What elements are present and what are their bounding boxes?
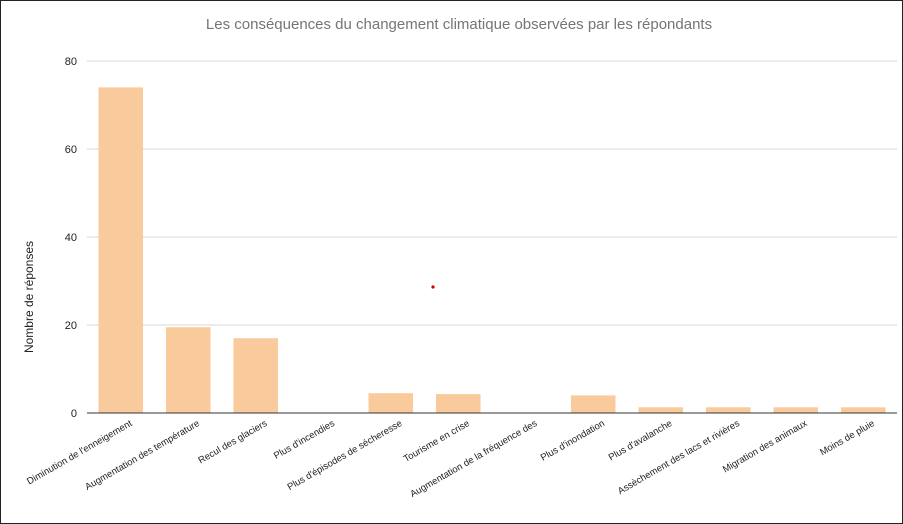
bars <box>98 87 886 414</box>
x-tick-label: Augmentation de la fréquence des <box>408 418 539 500</box>
x-axis-labels: Diminution de l'enneigementAugmentation … <box>25 418 877 500</box>
bar <box>368 393 414 413</box>
bar <box>705 407 751 413</box>
y-axis-ticks: 0 20 40 60 80 <box>65 56 77 420</box>
x-tick-label: Plus d'inondation <box>539 418 607 464</box>
x-tick-label: Diminution de l'enneigement <box>25 418 134 487</box>
y-tick-label: 40 <box>65 232 77 244</box>
y-tick-label: 0 <box>71 408 77 420</box>
x-tick-label: Assèchement des lacs et rivières <box>616 418 742 497</box>
bar <box>638 407 684 413</box>
x-tick-label: Tourisme en crise <box>402 418 472 465</box>
chart-title: Les conséquences du changement climatiqu… <box>206 16 712 33</box>
bar <box>570 395 616 413</box>
bar <box>773 407 819 413</box>
x-tick-label: Augmentation des température <box>83 418 201 493</box>
x-tick-label: Plus d'avalanche <box>607 418 674 463</box>
bar <box>98 87 144 414</box>
x-tick-label: Plus d'incendies <box>272 418 337 462</box>
x-tick-label: Recul des glaciers <box>197 418 270 466</box>
gridlines <box>87 60 897 326</box>
marker-dot <box>431 285 435 289</box>
y-tick-label: 80 <box>65 56 77 68</box>
bar <box>435 394 481 413</box>
x-tick-label: Plus d'épisodes de sécheresse <box>286 418 405 493</box>
y-tick-label: 20 <box>65 320 77 332</box>
x-tick-label: Moins de pluie <box>818 418 877 458</box>
bar <box>165 327 211 413</box>
bar <box>840 407 886 413</box>
y-axis-label: Nombre de réponses <box>22 241 36 353</box>
y-tick-label: 60 <box>65 144 77 156</box>
bar <box>233 338 279 413</box>
